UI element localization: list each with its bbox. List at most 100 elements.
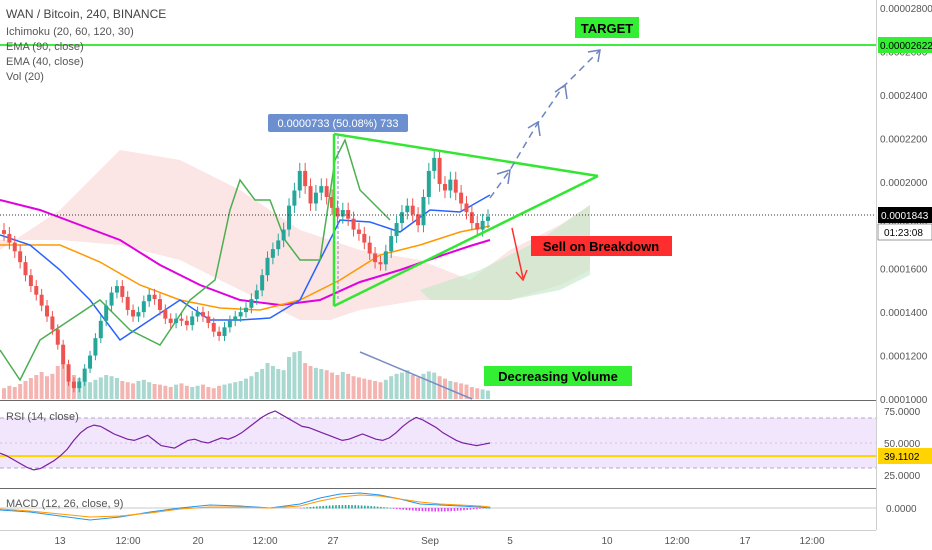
candle-body [432,157,437,171]
macd-hist-bar [309,507,312,509]
candle-body [168,318,173,323]
volume-bar [200,384,205,399]
volume-bar [233,382,238,399]
pane-divider-2[interactable] [0,488,876,489]
candle-body [276,240,281,250]
macd-hist-bar [437,508,440,512]
volume-bar [45,376,50,399]
price-tick-label: 0.0001000 [880,395,928,406]
macd-hist-bar [316,506,318,509]
candle-body [335,207,340,217]
volume-bar [410,375,415,399]
macd-hist-bar [344,505,347,509]
macd-hist-bar [351,505,353,509]
target-price-tag-bg [878,37,932,53]
volume-bar [206,387,211,399]
volume-bar [179,383,184,399]
candle-body [324,186,329,197]
volume-bar [469,387,474,399]
candle-body [442,183,447,191]
candle-body [378,262,383,265]
macd-hist-bar [472,508,475,510]
volume-bar [141,379,146,399]
macd-axis[interactable]: 0.0000 [886,504,917,515]
macd-hist-bar [428,508,430,512]
rsi-line [0,410,491,471]
price-axis-border [876,0,877,530]
volume-label: Decreasing Volume [498,369,618,384]
sell-label-bg [531,236,672,256]
candle-body [114,286,119,293]
macd-hist-bar [367,505,369,509]
candle-body [480,220,485,230]
candle-body [88,355,93,369]
volume-bar [61,363,66,399]
sell-arrow-line [511,227,524,279]
time-tick-label: 12:00 [799,536,824,547]
time-tick-label: 5 [507,536,513,547]
volume-bar [308,366,313,399]
pane-divider-1[interactable] [0,400,876,401]
measure-label: 0.0000733 (50.08%) 733 [277,118,398,130]
candle-body [2,230,6,234]
candle-body [330,196,335,208]
projection-arrow-1 [496,168,511,185]
macd-hist-bar [328,505,331,509]
macd-hist-bar [376,506,379,509]
macd-hist-bar [348,505,350,509]
candle-body [346,210,351,219]
macd-hist-bar [421,508,424,512]
candle-body [227,320,232,328]
macd-hist-bar [354,505,356,509]
time-tick-label: 12:00 [115,536,140,547]
candle-body [109,292,114,306]
volume-bar [163,385,168,399]
macd-hist-bar [453,508,456,511]
volume-bar [453,382,458,399]
macd-hist-bar [383,507,385,509]
candle-body [319,186,324,193]
volume-bar [399,372,404,399]
volume-bar [125,382,130,399]
macd-hist-bar [338,505,340,509]
time-axis[interactable]: 13 12:00 20 12:00 27 Sep 5 10 12:00 17 12:00 [54,536,825,547]
candle-body [18,251,23,263]
rsi-axis[interactable]: 75.0000 50.0000 25.0000 [884,407,921,482]
projection-arrow-4 [587,49,601,63]
macd-hist-bar [408,508,411,511]
macd-hist-bar [482,507,484,509]
macd-hist-bar [335,505,337,509]
macd-hist-bar [364,505,366,509]
macd-hist-bar [373,506,376,509]
volume-bar [442,378,447,399]
volume-label-bg [484,366,632,386]
volume-bar [367,379,372,399]
volume-bar [136,381,141,399]
volume-bar [157,384,162,399]
candle-body [141,301,146,313]
cloud-red [0,150,590,320]
macd-hist-bar [303,507,305,509]
macd-hist-bar [341,505,344,509]
macd-hist-bar [360,505,363,509]
macd-hist-bar [450,508,452,512]
macd-hist-bar [306,507,308,509]
volume-bar [7,385,12,399]
volume-bar [351,376,356,399]
candle-body [270,249,275,258]
volume-bar [222,384,227,399]
price-axis[interactable]: 0.000028000.00026000.00024000.00022000.0… [880,4,932,406]
time-tick-label: 27 [327,536,339,547]
candle-body [125,296,130,310]
volume-trend-line [359,351,473,400]
candle-body [475,223,480,230]
macd-hist-bar [300,508,302,509]
volume-bar [39,372,44,399]
volume-bar [437,376,442,399]
volume-bar [147,382,152,399]
candle-body [292,190,297,206]
volume-bar [109,376,114,399]
volume-bar [88,382,93,399]
price-tick-label: 0.0001200 [880,352,928,363]
